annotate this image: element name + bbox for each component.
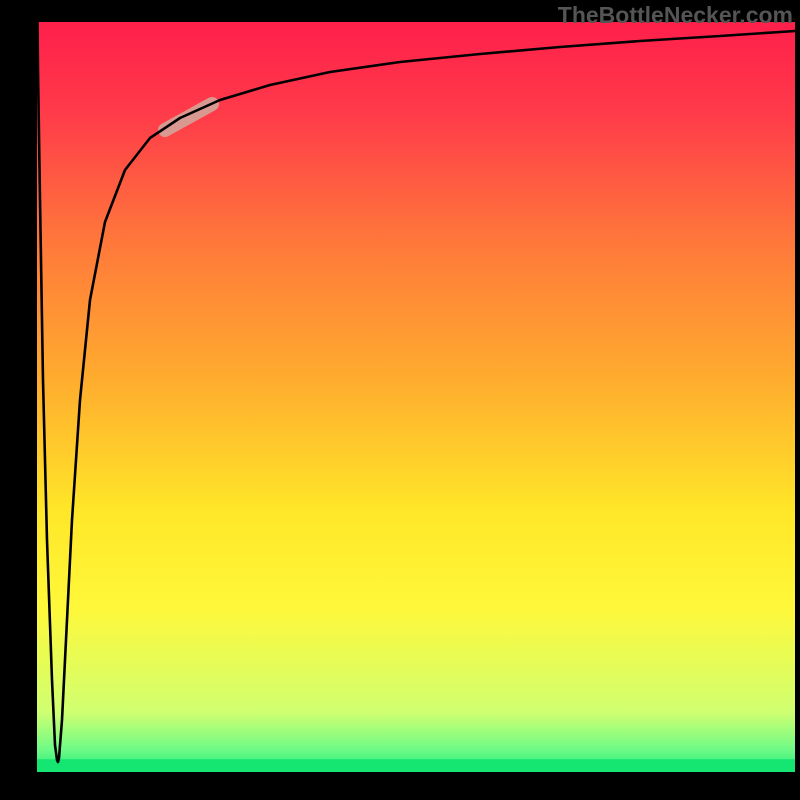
watermark-link[interactable]: TheBottleNecker.com [558,2,793,29]
plot-background [37,22,795,772]
chart-container: TheBottleNecker.com [0,0,800,800]
watermark-text: TheBottleNecker.com [558,2,793,28]
bottom-green-band [37,759,795,772]
chart-svg [0,0,800,800]
